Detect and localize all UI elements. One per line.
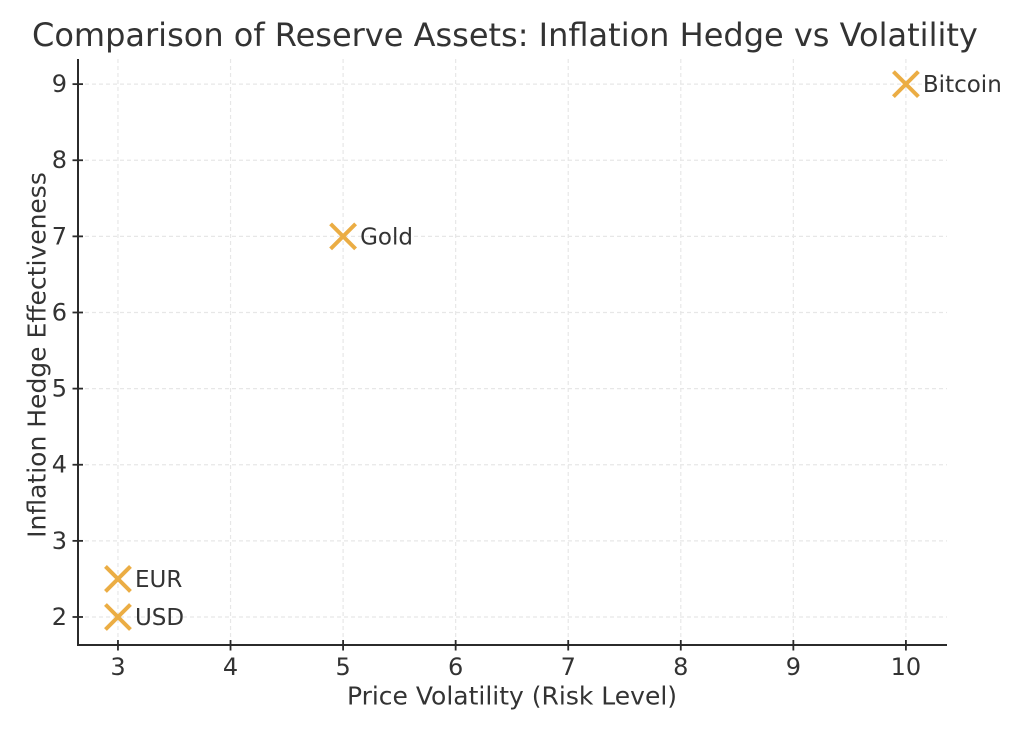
- x-tick-label: 3: [110, 653, 125, 681]
- y-tick-label: 7: [52, 222, 67, 250]
- y-tick-label: 2: [52, 603, 67, 631]
- point-label-eur: EUR: [135, 567, 182, 593]
- y-tick-label: 5: [52, 375, 67, 403]
- y-tick-label: 3: [52, 527, 67, 555]
- y-tick-label: 6: [52, 298, 67, 326]
- x-tick-label: 4: [223, 653, 238, 681]
- x-tick-label: 9: [786, 653, 801, 681]
- y-tick-label: 8: [52, 146, 67, 174]
- marker-x-usd: [104, 603, 132, 631]
- point-label-gold: Gold: [360, 224, 413, 250]
- chart-title: Comparison of Reserve Assets: Inflation …: [32, 16, 978, 54]
- marker-x-gold: [329, 222, 358, 251]
- marker-x-eur: [104, 565, 132, 593]
- point-label-bitcoin: Bitcoin: [923, 72, 1002, 98]
- y-tick-label: 9: [52, 70, 67, 98]
- marker-x-bitcoin: [891, 70, 920, 99]
- x-axis-title: Price Volatility (Risk Level): [346, 681, 678, 711]
- x-tick-label: 8: [673, 653, 688, 681]
- x-tick-label: 10: [891, 653, 922, 681]
- x-tick-label: 7: [561, 653, 576, 681]
- point-label-usd: USD: [135, 605, 184, 631]
- x-tick-label: 6: [448, 653, 463, 681]
- x-tick-label: 5: [335, 653, 350, 681]
- y-tick-label: 4: [52, 451, 67, 479]
